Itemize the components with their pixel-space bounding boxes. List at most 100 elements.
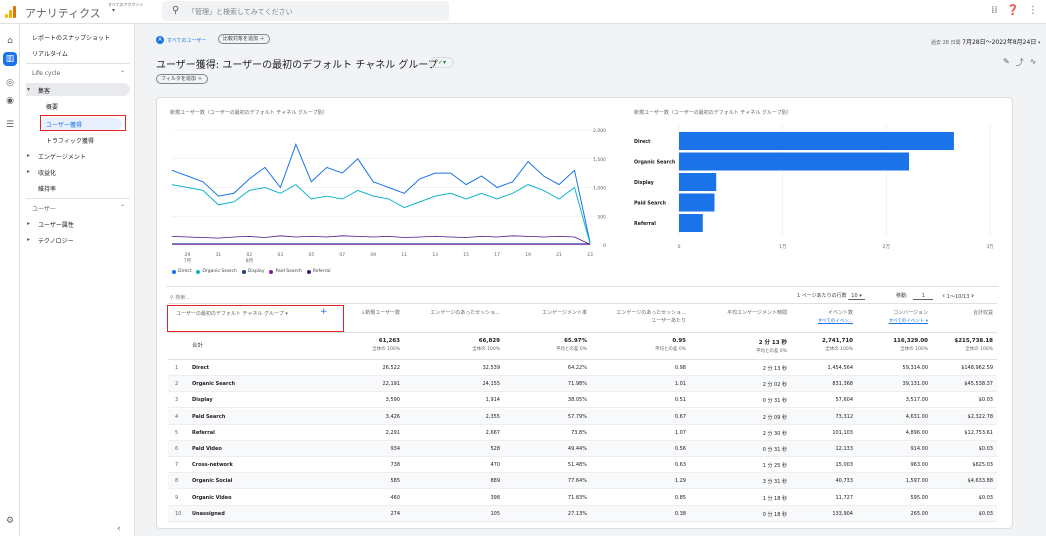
table-row[interactable]: [168, 441, 997, 457]
x-tick-label: 19: [525, 252, 531, 258]
column-header[interactable]: 合計収益: [933, 309, 993, 317]
bar: [679, 152, 909, 171]
x-tick-label: 07: [339, 252, 345, 258]
customize-report-icon[interactable]: ✎: [1003, 57, 1010, 66]
add-comparison-button[interactable]: 比較対象を追加 ＋: [218, 34, 270, 44]
date-prefix: 過去 28 日間: [931, 40, 961, 46]
column-header[interactable]: エンゲージのあったセッショ... ユーザーあたり: [591, 309, 686, 325]
table-row[interactable]: [168, 505, 997, 522]
account-selector[interactable]: すべてのアカウント ▾: [108, 2, 144, 14]
table-row[interactable]: [168, 473, 997, 490]
total-percent: 平均との差 0%: [755, 349, 787, 354]
channel-name[interactable]: Organic Video: [192, 494, 232, 501]
add-dimension-icon[interactable]: +: [320, 307, 328, 317]
column-header[interactable]: コンバージョン すべてのイベント ▾: [858, 309, 928, 326]
help-icon[interactable]: ❓: [1006, 5, 1019, 16]
column-header[interactable]: エンゲージのあったセッショ...: [410, 309, 500, 317]
table-cell: 470: [490, 462, 500, 469]
date-range-selector[interactable]: 過去 28 日間 7月28日～2022年8月24日 ▾: [931, 37, 1040, 46]
search-input[interactable]: ⚲ 「管理」と検索してみてください: [162, 1, 449, 21]
nav-realtime[interactable]: リアルタイム: [32, 51, 68, 58]
more-vert-icon[interactable]: ⋮: [1028, 5, 1038, 16]
channel-name[interactable]: Paid Video: [192, 446, 222, 452]
channel-name[interactable]: Organic Search: [192, 381, 236, 388]
column-header[interactable]: イベント数 すべてのイベン...: [793, 309, 853, 326]
channel-name[interactable]: Direct: [192, 365, 210, 371]
nav-user-acquisition[interactable]: ユーザー獲得: [46, 122, 82, 129]
channel-name[interactable]: Referral: [192, 429, 215, 436]
add-filter-button[interactable]: フィルタを追加 ＋: [156, 74, 208, 84]
column-header[interactable]: ↓新規ユーザー数: [330, 309, 400, 317]
nav-engagement[interactable]: エンゲージメント: [38, 154, 86, 161]
insights-icon[interactable]: ∿: [1029, 57, 1037, 66]
chevron-up-icon[interactable]: ⌃: [120, 70, 126, 77]
legend-item[interactable]: Organic Search: [196, 269, 237, 274]
next-page-icon[interactable]: ›: [970, 291, 975, 300]
share-icon[interactable]: ⤴: [1015, 58, 1024, 67]
column-header-sublabel[interactable]: すべてのイベン...: [817, 319, 853, 324]
nav-snapshot[interactable]: レポートのスナップショット: [32, 35, 111, 42]
table-row[interactable]: [168, 408, 997, 425]
legend-item[interactable]: Referral: [306, 269, 330, 274]
rows-per-page-select[interactable]: 10 ▾: [848, 293, 865, 300]
column-header[interactable]: 平均エンゲージメント時間: [697, 309, 787, 317]
column-header-label: エンゲージメント率: [542, 310, 587, 316]
legend-item[interactable]: Direct: [172, 269, 191, 274]
highlight-box: [40, 115, 126, 131]
legend-item[interactable]: Paid Search: [269, 269, 302, 274]
x-tick-label: 02: [247, 252, 253, 258]
nav-technology[interactable]: テクノロジー: [38, 238, 74, 245]
prev-page-icon[interactable]: ‹: [942, 291, 946, 300]
caret-right-icon: ▸: [27, 220, 31, 227]
legend-item[interactable]: Display: [241, 269, 264, 274]
channel-name[interactable]: Cross-network: [192, 462, 233, 469]
nav-traffic-acquisition[interactable]: トラフィック獲得: [46, 138, 94, 145]
table-row[interactable]: [168, 424, 997, 441]
advertising-icon[interactable]: ◉: [6, 96, 14, 106]
channel-name[interactable]: Display: [192, 397, 213, 404]
channel-name[interactable]: Paid Search: [192, 413, 226, 420]
table-search-input[interactable]: ⚲ 検索...: [170, 294, 190, 301]
table-cell: 0.56: [674, 446, 686, 452]
settings-gear-icon[interactable]: ⚙: [5, 516, 15, 526]
table-cell: 105: [490, 510, 500, 517]
nav-acquisition[interactable]: 集客: [38, 88, 51, 95]
nav-user-attributes[interactable]: ユーザー属性: [38, 222, 74, 229]
dimension-selector[interactable]: ユーザーの最初のデフォルト チャネル グループ ▾: [176, 310, 288, 317]
table-cell: 3,590: [385, 397, 400, 404]
table-cell: 49.44%: [567, 446, 587, 452]
collapse-nav-icon[interactable]: ‹: [117, 524, 121, 534]
channel-name[interactable]: Organic Social: [192, 478, 233, 485]
home-icon[interactable]: ⌂: [7, 36, 13, 46]
table-cell: 0 分 31 秒: [762, 447, 787, 453]
table-row[interactable]: [168, 376, 997, 393]
title-status-dropdown[interactable]: ✓▾: [430, 57, 454, 68]
y-tick-label: 0: [603, 243, 606, 249]
table-cell: 2 分 30 秒: [762, 430, 787, 437]
all-users-chip[interactable]: A すべてのユーザー: [156, 35, 206, 45]
table-row[interactable]: [168, 392, 997, 409]
chevron-up-icon[interactable]: ⌃: [120, 204, 126, 211]
nav-divider: [26, 63, 130, 64]
nav-lifecycle-header[interactable]: Life cycle: [32, 70, 61, 77]
nav-retention[interactable]: 維持率: [38, 186, 57, 193]
table-row[interactable]: [168, 489, 997, 506]
nav-user-header[interactable]: ユーザー: [32, 206, 56, 213]
table-row[interactable]: [168, 457, 997, 474]
column-header-sublabel[interactable]: すべてのイベント ▾: [888, 319, 928, 324]
nav-overview[interactable]: 概要: [46, 104, 59, 111]
column-header[interactable]: エンゲージメント率: [517, 309, 587, 317]
explore-icon[interactable]: ◎: [6, 78, 14, 88]
table-row[interactable]: [168, 360, 997, 376]
search-icon: ⚲: [172, 5, 180, 16]
configure-icon[interactable]: ☰: [5, 120, 15, 130]
table-cell: 0.98: [674, 365, 686, 371]
channel-name[interactable]: Unassigned: [192, 510, 225, 517]
table-cell: 1 分 18 秒: [762, 495, 787, 502]
reports-icon[interactable]: ▥: [3, 52, 17, 66]
nav-monetization[interactable]: 収益化: [38, 170, 57, 177]
apps-grid-icon[interactable]: ⁞⁞: [991, 5, 998, 16]
chevron-down-icon: ▾: [1037, 40, 1041, 46]
all-users-label: すべてのユーザー: [167, 37, 207, 44]
goto-page-input[interactable]: 1: [913, 293, 934, 300]
